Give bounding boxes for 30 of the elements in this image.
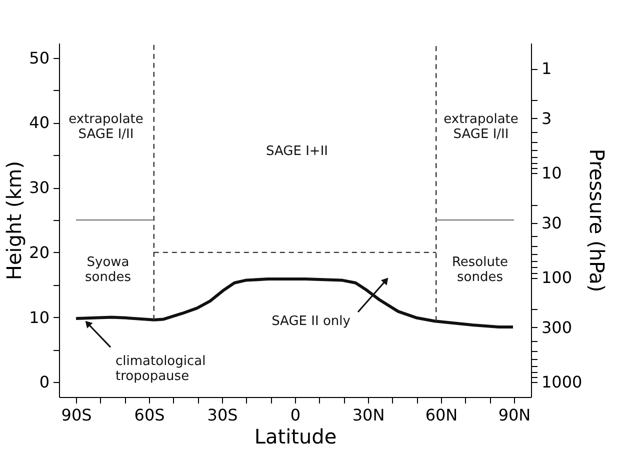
annotation: SAGE I+II bbox=[266, 144, 328, 159]
y-tick-label: 40 bbox=[29, 113, 50, 132]
y-tick-label: 0 bbox=[39, 372, 50, 392]
x-tick-label: 30N bbox=[352, 406, 385, 424]
annotation: extrapolate SAGE I/II bbox=[68, 112, 144, 142]
y-axis-title: Height (km) bbox=[2, 160, 26, 280]
y2-tick-label: 1000 bbox=[542, 372, 582, 392]
y-tick-label: 20 bbox=[29, 242, 50, 262]
x-tick-label: 60N bbox=[425, 406, 458, 424]
annotation: climatological tropopause bbox=[116, 354, 206, 384]
x-axis-title: Latitude bbox=[254, 424, 337, 448]
x-tick-label: 0 bbox=[290, 406, 301, 424]
x-tick-label: 90S bbox=[61, 406, 92, 424]
y-tick-label: 10 bbox=[29, 308, 50, 327]
y2-tick-label: 300 bbox=[542, 318, 572, 337]
annotation: extrapolate SAGE I/II bbox=[444, 112, 518, 142]
x-tick-label: 30S bbox=[207, 406, 238, 424]
y2-tick-label: 1 bbox=[542, 59, 552, 78]
y-tick-label: 50 bbox=[29, 48, 50, 68]
y2-tick-label: 3 bbox=[542, 108, 552, 128]
y-tick-label: 30 bbox=[29, 178, 50, 198]
x-tick-label: 60S bbox=[134, 406, 165, 424]
annotation: SAGE II only bbox=[272, 314, 351, 329]
y2-axis-title: Pressure (hPa) bbox=[585, 148, 610, 292]
x-tick-label: 90N bbox=[498, 406, 531, 424]
y2-tick-label: 30 bbox=[542, 213, 562, 232]
y2-tick-label: 100 bbox=[542, 268, 572, 288]
annotation: Resolute sondes bbox=[452, 255, 508, 285]
y2-tick-label: 10 bbox=[542, 164, 562, 183]
annotation: Syowa sondes bbox=[85, 255, 132, 285]
